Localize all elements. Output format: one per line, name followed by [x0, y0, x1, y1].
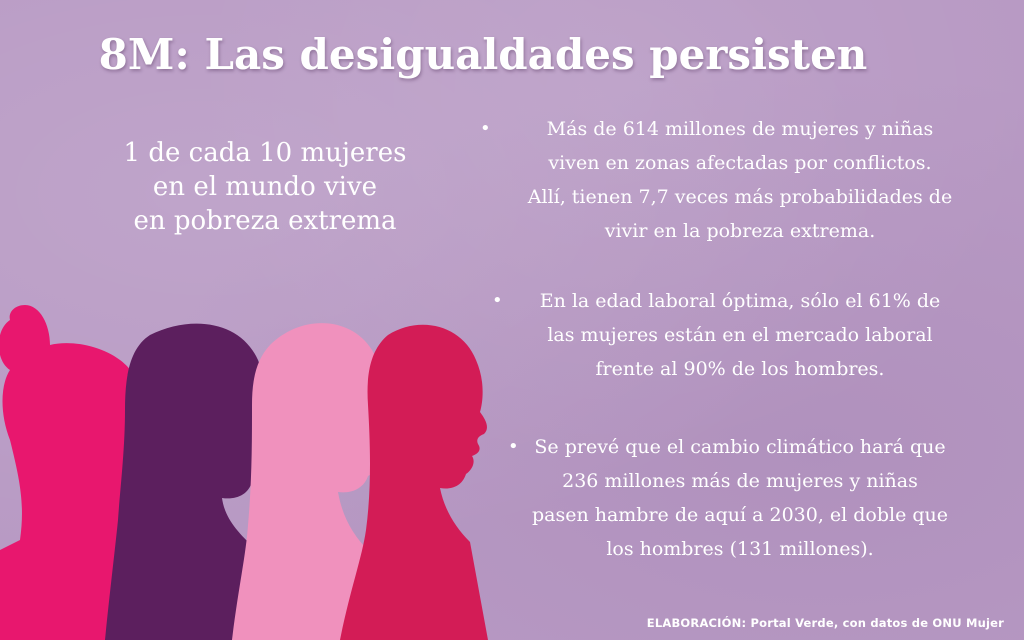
silhouette-shape: [232, 323, 395, 640]
bullet-line: las mujeres están en el mercado laboral: [547, 324, 933, 346]
silhouette-dark-purple: [105, 323, 285, 640]
credit-text: Portal Verde, con datos de ONU Mujer: [746, 616, 1004, 630]
bullet-line: viven en zonas afectadas por conflictos.: [548, 152, 932, 174]
bullet-line: Se prevé que el cambio climático hará qu…: [534, 436, 946, 458]
bullet-line: Allí, tienen 7,7 veces más probabilidade…: [527, 186, 953, 208]
bullet-line: 236 millones más de mujeres y niñas: [562, 470, 918, 492]
women-silhouettes-illustration: [0, 305, 488, 640]
bullet-item-labor: • En la edad laboral óptima, sólo el 61%…: [480, 284, 1000, 386]
bullet-line: pasen hambre de aquí a 2030, el doble qu…: [531, 504, 949, 526]
stat-line: en pobreza extrema: [133, 206, 397, 236]
bullet-marker: •: [492, 290, 503, 311]
bullet-marker: •: [480, 118, 491, 139]
silhouette-shape: [340, 324, 488, 640]
bullet-line: En la edad laboral óptima, sólo el 61% d…: [539, 290, 941, 312]
stat-line: 1 de cada 10 mujeres: [123, 138, 407, 168]
highlight-stat: 1 de cada 10 mujeres en el mundo vive en…: [100, 136, 430, 238]
bullet-item-climate: • Se prevé que el cambio climático hará …: [480, 430, 1000, 566]
stat-line: en el mundo vive: [152, 172, 378, 202]
silhouette-crimson: [340, 324, 488, 640]
bullet-item-conflict: • Más de 614 millones de mujeres y niñas…: [480, 112, 1000, 248]
bullet-line: los hombres (131 millones).: [606, 538, 874, 560]
silhouette-light-pink: [232, 323, 395, 640]
credit-note: ELABORACIÓN: Portal Verde, con datos de …: [647, 616, 1004, 630]
credit-label: ELABORACIÓN:: [646, 616, 747, 630]
page-title: 8M: Las desigualdades persisten: [98, 30, 868, 79]
bullet-line: frente al 90% de los hombres.: [595, 358, 885, 380]
bullet-line: vivir en la pobreza extrema.: [604, 220, 876, 242]
silhouette-shape: [105, 323, 285, 640]
bullet-marker: •: [508, 436, 519, 457]
bullet-line: Más de 614 millones de mujeres y niñas: [546, 118, 934, 140]
